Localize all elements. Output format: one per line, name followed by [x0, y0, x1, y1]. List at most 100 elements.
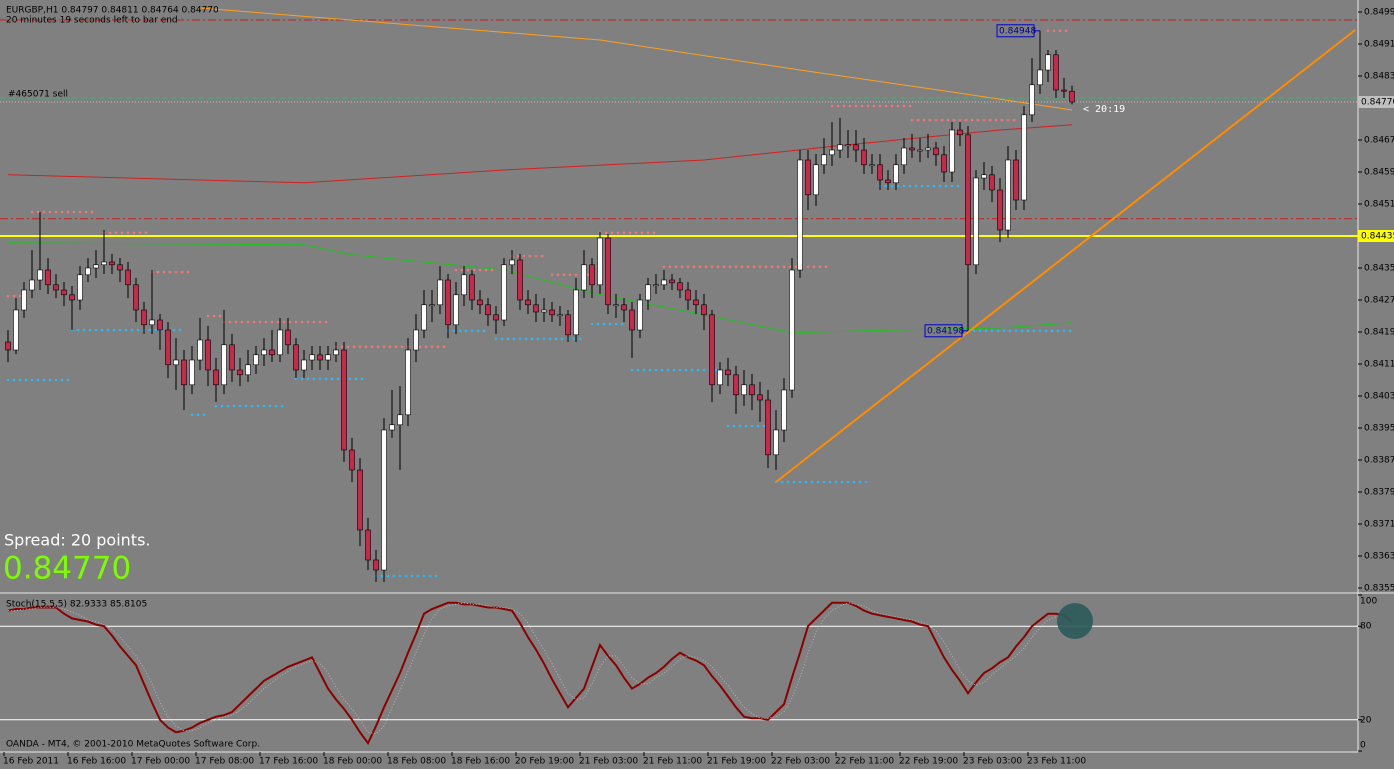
candle-body [493, 314, 499, 321]
candle-body [573, 289, 579, 336]
price-label: 0.84435 [1361, 232, 1394, 242]
moving-average [7, 242, 1073, 334]
candle-body [1005, 159, 1011, 231]
candle-body [509, 259, 515, 266]
candle-body [429, 304, 435, 307]
candle-body [1061, 89, 1067, 92]
candle-body [413, 329, 419, 351]
bar-timer-note: 20 minutes 19 seconds left to bar end [6, 16, 178, 26]
candle-body [341, 349, 347, 451]
candle-body [317, 354, 323, 361]
candle-body [381, 429, 387, 571]
y-tick-label: 0.83795 [1364, 488, 1394, 498]
candle-body [405, 349, 411, 416]
candle-body [69, 294, 75, 301]
candle-body [525, 299, 531, 306]
candle-body [253, 354, 259, 366]
candle-body [237, 369, 243, 376]
candle-body [653, 284, 659, 287]
candle-body [885, 179, 891, 184]
candle-body [973, 177, 979, 266]
candle-body [701, 304, 707, 316]
candle-body [693, 299, 699, 306]
y-tick-label: 0.83875 [1364, 456, 1394, 466]
candle-body [685, 289, 691, 301]
y-tick-label: 0.84515 [1364, 200, 1394, 210]
candle-body [349, 449, 355, 471]
candle-body [965, 134, 971, 266]
candle-body [1021, 114, 1027, 201]
candle-body [933, 147, 939, 156]
candle-body [637, 299, 643, 331]
candle-body [77, 274, 83, 301]
candle-body [829, 149, 835, 156]
candle-body [957, 129, 963, 136]
candle-body [517, 259, 523, 301]
candle-body [301, 359, 307, 371]
candle-body [981, 174, 987, 179]
cursor-highlight [1057, 603, 1093, 639]
x-tick-label: 22 Feb 19:00 [899, 757, 958, 767]
candle-body [421, 304, 427, 331]
candle-body [877, 164, 883, 181]
candle-body [1029, 84, 1035, 116]
candle-body [277, 329, 283, 356]
y-tick-label: 0.83715 [1364, 520, 1394, 530]
overlays [0, 7, 1358, 721]
candle-body [61, 289, 67, 296]
candle-body [221, 344, 227, 386]
chart-title: EURGBP,H1 0.84797 0.84811 0.84764 0.8477… [6, 6, 219, 16]
candle-body [765, 399, 771, 456]
marker-box [996, 24, 1035, 38]
y-tick-label: 0.84035 [1364, 392, 1394, 402]
indicator-y-tick-label: 80 [1360, 622, 1372, 632]
indicator-y-tick-label: 100 [1360, 597, 1377, 607]
candle-body [149, 319, 155, 326]
candle-body [1053, 54, 1059, 91]
candle-body [997, 189, 1003, 231]
y-tick-label: 0.83955 [1364, 424, 1394, 434]
candle-body [213, 369, 219, 386]
footnote: OANDA - MT4, © 2001-2010 MetaQuotes Soft… [6, 740, 260, 750]
candle-body [949, 129, 955, 173]
candle-body [717, 369, 723, 386]
x-tick-label: 17 Feb 08:00 [195, 757, 254, 767]
candle-body [989, 174, 995, 191]
candle-body [437, 279, 443, 306]
candle-body [1069, 90, 1075, 103]
candle-body [181, 359, 187, 386]
candle-body [917, 149, 923, 152]
x-tick-label: 23 Feb 03:00 [963, 757, 1022, 767]
candle-body [709, 314, 715, 386]
candle-body [125, 269, 131, 286]
candle-body [453, 294, 459, 326]
candle-body [205, 339, 211, 371]
x-tick-label: 21 Feb 11:00 [643, 757, 702, 767]
candle-body [293, 344, 299, 371]
candle-body [1045, 54, 1051, 71]
candles [5, 30, 1075, 582]
price-label-box [1358, 230, 1394, 242]
candle-body [861, 149, 867, 166]
candle-body [805, 159, 811, 196]
candle-body [141, 309, 147, 326]
labels: 0.84995 0.84915 0.84835 0.84675 0.84595 0.845… [3, 8, 1394, 767]
candle-body [245, 364, 251, 376]
candle-body [533, 304, 539, 313]
y-tick-label: 0.84355 [1364, 264, 1394, 274]
y-tick-label: 0.83635 [1364, 552, 1394, 562]
candle-body [869, 164, 875, 167]
x-tick-label: 22 Feb 03:00 [771, 757, 830, 767]
candle-body [397, 414, 403, 426]
spread: Spread: 20 points. [4, 531, 151, 550]
candle-body [365, 529, 371, 561]
x-tick-label: 20 Feb 19:00 [515, 757, 574, 767]
candle-body [909, 147, 915, 151]
candle-body [333, 349, 339, 356]
candle-body [853, 144, 859, 151]
indicator-line [7, 601, 1073, 746]
candle-body [941, 154, 947, 173]
y-tick-label: 0.84835 [1364, 72, 1394, 82]
